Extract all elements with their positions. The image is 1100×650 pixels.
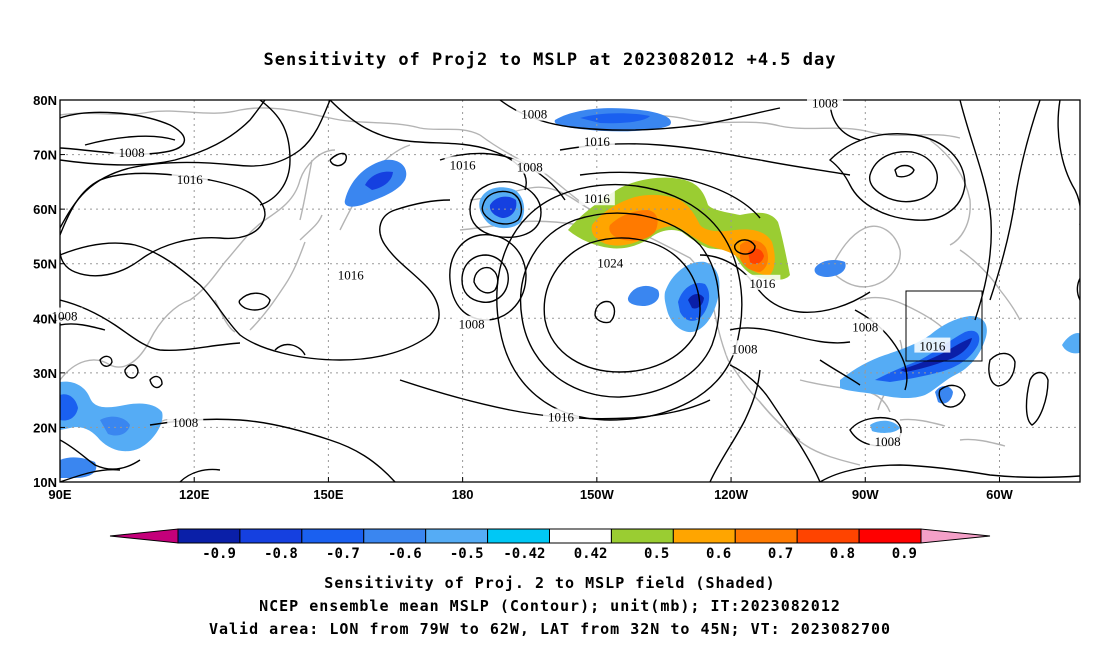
contour-label: 1008 [521,107,547,122]
colorbar-label: 0.6 [706,546,731,562]
colorbar-label: 0.7 [768,546,793,562]
contour-label-bg [592,254,629,270]
contour-label-bg [167,413,204,429]
contour-label-bg [578,132,615,148]
contour-label-bg [847,318,884,334]
contour-label: 1008 [875,434,901,449]
valid-area-box [905,290,983,362]
colorbar: -0.9 -0.8 -0.7 -0.6 -0.5 -0.42 0.42 0.5 0.6 0.7 0.… [109,528,991,562]
lat-label: 40N [33,311,57,326]
lat-label: 60N [33,202,57,217]
contour-label-bg [543,408,580,424]
contour-label-bg [578,190,615,206]
caption-line-1: Sensitivity of Proj. 2 to MSLP field (Sh… [324,574,776,592]
lat-label: 70N [33,148,57,163]
plot-frame [59,99,1081,483]
contour-label-bg [511,158,548,174]
contour-label: 1024 [597,256,624,271]
contour-label: 1016 [548,410,575,425]
map-title: Sensitivity of Proj2 to MSLP at 20230820… [263,50,837,70]
caption-line-2: NCEP ensemble mean MSLP (Contour); unit(… [259,597,841,615]
colorbar-label: -0.7 [326,546,360,562]
contour-label: 1016 [338,268,365,283]
contour-label: 1008 [172,415,198,430]
caption-line-3: Valid area: LON from 79W to 62W, LAT fro… [208,620,892,638]
lat-label: 10N [33,475,57,490]
colorbar-label: 0.8 [830,546,855,562]
lon-label: 180 [452,487,474,502]
colorbar-segment [363,528,427,544]
colorbar-segment [796,528,860,544]
contour-label-bg [444,156,481,172]
lon-label: 90E [48,487,71,502]
lat-label: 50N [33,257,57,272]
colorbar-segment [549,528,612,544]
lon-label: 150W [580,487,615,502]
contour-label-bg [726,340,763,356]
colorbar-label: -0.9 [202,546,236,562]
contour-label: 1016 [584,134,611,149]
contour-label: 1008 [459,317,485,332]
colorbar-segment [734,528,798,544]
colorbar-label: -0.5 [450,546,484,562]
colorbar-label: -0.42 [503,546,545,562]
contour-label: 1008 [731,341,757,356]
contour-label-bg [453,315,490,331]
colorbar-segment [858,528,922,544]
colorbar-segment [672,528,736,544]
colorbar-label: 0.5 [644,546,669,562]
lon-label: 60W [986,487,1013,502]
colorbar-label: 0.9 [892,546,917,562]
contour-label: 1008 [517,160,543,175]
contour-labels: 1008 1016 1008 1008 1016 1016 1008 1016 1024 1016… [46,94,951,449]
lat-label: 80N [33,93,57,108]
colorbar-segment [301,528,365,544]
contour-label: 1008 [852,319,878,334]
colorbar-segment [610,528,674,544]
colorbar-low-extension [109,528,179,544]
contour-label: 1016 [450,157,477,172]
lon-label: 120W [714,487,749,502]
lat-label: 30N [33,366,57,381]
contour-label-bg [516,105,553,121]
contour-label-bg [807,94,843,110]
contour-label: 1016 [584,191,611,206]
contour-label: 1008 [812,96,838,111]
lon-label: 90W [852,487,879,502]
lat-label: 20N [33,420,57,435]
colorbar-segment [487,528,551,544]
contour-label: 1008 [119,145,145,160]
colorbar-high-extension [920,528,991,544]
contour-label: 1016 [177,172,204,187]
sensitivity-shading [60,108,1080,478]
contour-label: 1016 [919,339,946,354]
contour-label-bg [869,433,906,449]
contour-label-bg [113,143,150,159]
contour-label-bg [744,274,781,290]
colorbar-label: -0.6 [388,546,422,562]
contour-label: 1008 [51,309,77,324]
colorbar-label: 0.42 [574,546,608,562]
colorbar-segment [425,528,489,544]
lon-label: 150E [313,487,344,502]
longitude-labels: 90E 120E 150E 180 150W 120W 90W 60W [48,477,1014,502]
colorbar-segment [177,528,241,544]
contour-label-bg [46,307,83,323]
contour-label: 1016 [749,276,776,291]
contour-label-bg [332,266,369,282]
colorbar-label: -0.8 [264,546,298,562]
contour-label-bg [171,171,208,187]
latitude-labels: 80N 70N 60N 50N 40N 30N 20N 10N [33,93,65,490]
lon-label: 120E [179,487,210,502]
contour-label-bg [914,337,951,353]
colorbar-segment [239,528,303,544]
